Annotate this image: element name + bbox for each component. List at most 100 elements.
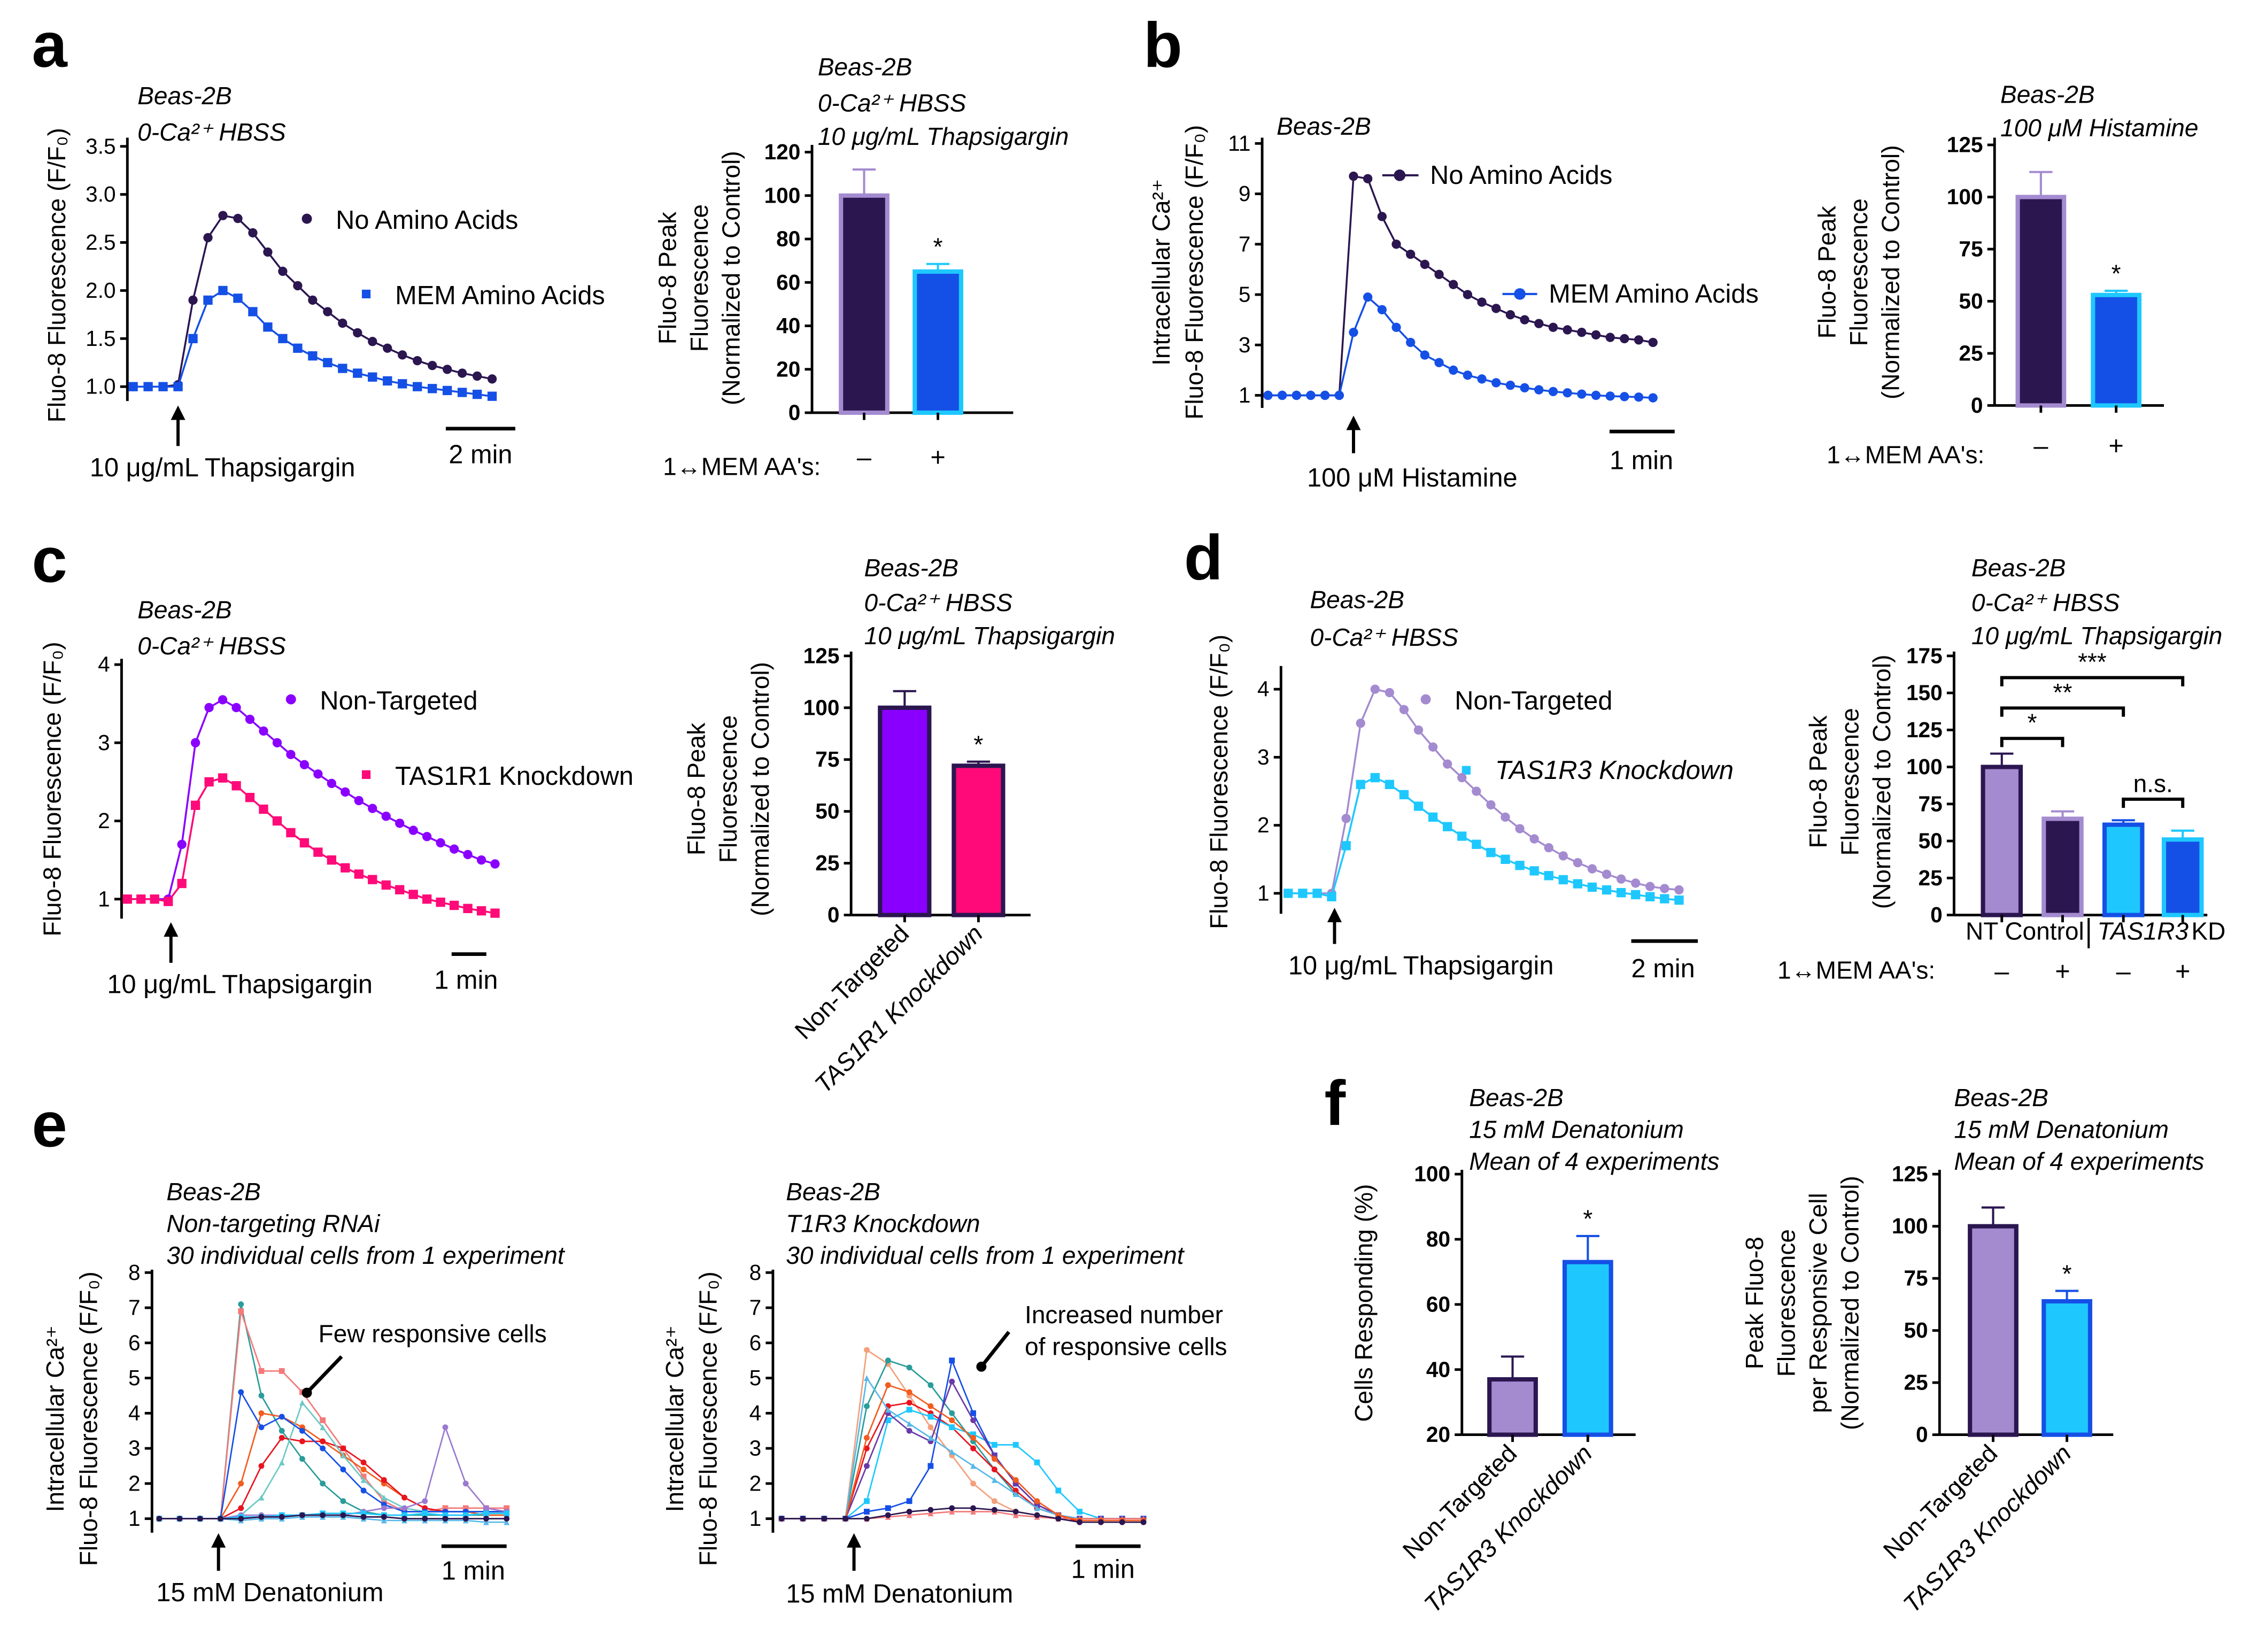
legend-marker	[301, 213, 312, 224]
row-label: 1↔MEM AA's:	[1827, 441, 1984, 469]
data-point	[970, 1445, 976, 1452]
y-tick-label: 120	[764, 140, 801, 164]
x-category-label: +	[2055, 957, 2070, 986]
arrow-head-icon	[976, 1361, 987, 1372]
series-1	[778, 1357, 1147, 1522]
significance-bracket	[2000, 706, 2125, 717]
y-tick-label: 25	[1904, 1370, 1928, 1395]
data-point	[442, 1516, 448, 1522]
data-point	[487, 374, 497, 384]
series-5	[778, 1378, 1147, 1522]
data-point	[1463, 290, 1473, 299]
data-point	[1428, 812, 1438, 822]
data-point	[381, 1498, 387, 1504]
data-point	[1034, 1460, 1040, 1465]
data-point	[970, 1505, 976, 1511]
data-point	[360, 1473, 367, 1480]
data-point	[949, 1410, 955, 1416]
data-point	[1558, 851, 1568, 861]
x-category-label: –	[2033, 431, 2048, 460]
data-point	[1413, 801, 1424, 811]
annotation-arrow	[980, 1331, 1010, 1368]
data-point	[413, 382, 422, 391]
data-point	[340, 1445, 346, 1452]
title-line: Beas-2B	[137, 596, 232, 623]
data-point	[1645, 892, 1655, 901]
data-point	[320, 1424, 326, 1431]
data-point	[970, 1410, 976, 1416]
legend-label: Non-Targeted	[1455, 686, 1612, 715]
data-point	[238, 1505, 244, 1511]
data-point	[1486, 847, 1496, 858]
data-point	[398, 350, 407, 360]
panel-a-trace: Beas-2B 0-Ca²⁺ HBSS Fluo-8 Fluorescence …	[43, 82, 605, 482]
y-tick-label: 80	[1426, 1227, 1450, 1252]
y-axis-label: Fluo-8 Fluorescence (F/F₀)	[38, 642, 66, 936]
stimulus-label: 15 mM Denatonium	[156, 1578, 383, 1607]
data-point	[360, 1466, 367, 1472]
data-point	[360, 1514, 367, 1520]
y-axis-label: Fluo-8 Fluorescence (F/F₀)	[1180, 125, 1208, 420]
y-axis-label: Peak Fluo-8	[1741, 1237, 1768, 1369]
annotation: of responsive cells	[1025, 1333, 1227, 1361]
data-point	[483, 1505, 489, 1511]
y-axis-label: (Normalized to Control)	[1876, 145, 1904, 399]
data-point	[259, 726, 268, 736]
series-4	[778, 1357, 1147, 1522]
data-point	[422, 1498, 428, 1504]
arrow-head-icon	[171, 405, 185, 420]
series-line	[782, 1384, 1144, 1522]
data-point	[1548, 387, 1558, 397]
data-point	[258, 1463, 265, 1469]
series-2	[156, 1410, 510, 1522]
data-point	[258, 1393, 265, 1399]
annotation: Increased number	[1025, 1301, 1223, 1329]
series-2	[778, 1400, 1147, 1525]
y-axis-label: Cells Responding (%)	[1350, 1184, 1378, 1422]
panel-c-bar: Beas-2B 0-Ca²⁺ HBSS 10 μg/mL Thapsigargi…	[683, 554, 1115, 916]
data-point	[354, 869, 364, 879]
data-point	[218, 773, 228, 783]
group-label-kd: KD	[2191, 917, 2225, 945]
data-point	[238, 1308, 244, 1315]
arrow-head-icon	[1327, 907, 1342, 923]
data-point	[299, 1512, 305, 1518]
x-category-label: +	[930, 443, 945, 472]
data-point	[299, 1456, 305, 1462]
y-axis-label: Fluorescence	[685, 204, 713, 352]
data-point	[1320, 390, 1330, 400]
data-point	[293, 281, 303, 291]
bar	[2015, 195, 2067, 408]
legend-label: MEM Amino Acids	[1549, 280, 1759, 308]
significance-star: *	[973, 730, 983, 758]
data-point	[381, 880, 391, 890]
y-axis-label: Fluorescence	[1836, 708, 1864, 855]
y-tick-label: 7	[1239, 231, 1251, 256]
data-point	[970, 1509, 976, 1515]
x-category-label: –	[2116, 957, 2131, 986]
data-point	[949, 1378, 955, 1385]
panel-e-left: Beas-2B Non-targeting RNAi 30 individual…	[41, 1178, 566, 1607]
data-point	[885, 1417, 891, 1423]
title-line: 0-Ca²⁺ HBSS	[1971, 589, 2120, 616]
data-point	[203, 295, 213, 305]
y-axis-label: Fluo-8 Peak	[1813, 205, 1841, 338]
y-tick-label: 125	[1906, 717, 1943, 742]
data-point	[1385, 779, 1395, 789]
data-point	[927, 1424, 934, 1431]
title-line: Mean of 4 experiments	[1469, 1147, 1719, 1175]
data-point	[442, 1505, 448, 1511]
y-tick-label: 25	[815, 851, 839, 875]
data-point	[906, 1364, 913, 1371]
data-point	[1370, 773, 1380, 783]
data-point	[1534, 385, 1544, 395]
y-tick-label: 5	[128, 1365, 141, 1390]
data-point	[1283, 889, 1293, 898]
title-line: Beas-2B	[166, 1178, 261, 1206]
series-line	[1267, 295, 1653, 399]
title-line: Beas-2B	[818, 53, 912, 81]
y-tick-label: 0	[828, 902, 840, 927]
series-line	[159, 1514, 507, 1519]
data-point	[1263, 390, 1273, 400]
